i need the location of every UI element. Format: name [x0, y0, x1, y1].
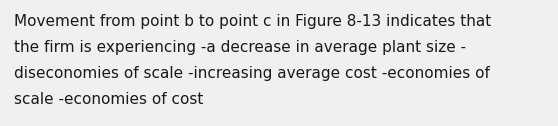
Text: Movement from point b to point c in Figure 8-13 indicates that: Movement from point b to point c in Figu…: [14, 14, 491, 29]
Text: scale -economies of cost: scale -economies of cost: [14, 92, 203, 107]
Text: diseconomies of scale -increasing average cost -economies of: diseconomies of scale -increasing averag…: [14, 66, 490, 81]
Text: the firm is experiencing -a decrease in average plant size -: the firm is experiencing -a decrease in …: [14, 40, 466, 55]
